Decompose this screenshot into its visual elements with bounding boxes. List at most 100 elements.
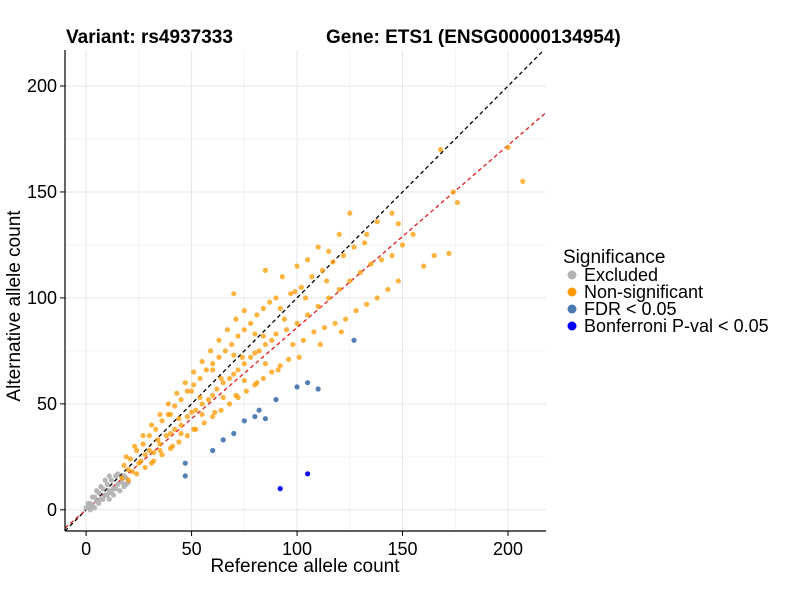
legend-label-bonferroni: Bonferroni P-val < 0.05: [584, 316, 769, 336]
point-non-significant: [157, 441, 163, 447]
point-non-significant: [353, 308, 359, 314]
point-non-significant: [277, 363, 283, 369]
point-excluded: [89, 494, 96, 500]
point-non-significant: [146, 433, 152, 439]
legend-label-non-significant: Non-significant: [584, 282, 703, 302]
point-non-significant: [269, 369, 275, 375]
legend-label-excluded: Excluded: [584, 265, 658, 285]
point-non-significant: [330, 259, 336, 265]
point-non-significant: [294, 263, 300, 269]
point-non-significant: [148, 460, 155, 466]
point-non-significant: [191, 426, 197, 432]
x-tick-label: 150: [388, 539, 418, 559]
point-non-significant: [231, 352, 237, 358]
point-non-significant: [389, 210, 395, 216]
point-fdr-0-05: [262, 416, 269, 422]
y-tick-label: 150: [27, 182, 57, 202]
point-excluded: [102, 477, 108, 483]
point-non-significant: [248, 320, 254, 326]
point-non-significant: [336, 286, 342, 293]
point-non-significant: [241, 308, 247, 314]
point-non-significant: [241, 361, 247, 367]
point-non-significant: [191, 382, 197, 388]
point-non-significant: [389, 252, 395, 259]
point-excluded: [113, 486, 119, 492]
point-non-significant: [226, 401, 233, 407]
point-non-significant: [216, 354, 222, 360]
point-non-significant: [157, 411, 163, 418]
point-non-significant: [207, 348, 214, 354]
point-non-significant: [446, 250, 452, 257]
point-excluded: [83, 505, 89, 511]
point-non-significant: [199, 358, 205, 365]
point-non-significant: [260, 375, 266, 382]
legend-key-non-significant: [567, 287, 577, 297]
point-non-significant: [119, 475, 125, 481]
point-non-significant: [520, 178, 526, 184]
point-non-significant: [222, 348, 228, 354]
point-non-significant: [378, 257, 385, 263]
point-non-significant: [229, 341, 235, 348]
point-fdr-0-05: [220, 437, 226, 443]
point-non-significant: [374, 219, 380, 225]
point-non-significant: [197, 394, 203, 401]
point-non-significant: [279, 274, 285, 280]
point-non-significant: [235, 333, 241, 339]
point-non-significant: [134, 447, 140, 454]
point-excluded: [123, 481, 129, 487]
y-tick-label: 200: [27, 76, 57, 96]
y-tick-label: 100: [27, 288, 57, 308]
point-non-significant: [212, 409, 218, 415]
point-non-significant: [395, 278, 401, 284]
point-non-significant: [184, 388, 190, 394]
point-non-significant: [336, 231, 342, 237]
point-non-significant: [142, 464, 148, 471]
point-non-significant: [132, 443, 138, 449]
point-fdr-0-05: [305, 380, 311, 386]
y-tick-label: 0: [47, 500, 57, 520]
point-non-significant: [197, 375, 203, 382]
point-fdr-0-05: [182, 473, 188, 479]
point-bonferroni-p-val-0-05: [305, 471, 311, 477]
point-fdr-0-05: [294, 384, 300, 390]
point-excluded: [100, 496, 106, 502]
point-non-significant: [338, 329, 344, 335]
point-non-significant: [163, 433, 169, 439]
point-excluded: [85, 500, 91, 507]
legend-key-excluded: [567, 270, 577, 280]
y-tick-label: 50: [37, 394, 57, 414]
point-non-significant: [241, 327, 247, 333]
point-non-significant: [241, 377, 247, 384]
point-non-significant: [395, 221, 401, 227]
point-excluded: [115, 481, 121, 487]
point-non-significant: [340, 252, 347, 259]
point-non-significant: [262, 361, 269, 367]
point-non-significant: [326, 295, 332, 301]
point-fdr-0-05: [182, 460, 188, 466]
point-non-significant: [184, 413, 190, 420]
point-non-significant: [220, 380, 226, 386]
point-non-significant: [188, 409, 195, 415]
point-non-significant: [184, 433, 190, 439]
point-non-significant: [262, 341, 269, 348]
point-non-significant: [188, 388, 195, 394]
point-non-significant: [342, 316, 349, 322]
point-fdr-0-05: [210, 447, 216, 454]
point-excluded: [119, 479, 125, 485]
point-non-significant: [260, 333, 266, 339]
point-non-significant: [167, 430, 174, 437]
point-fdr-0-05: [315, 386, 321, 392]
point-non-significant: [260, 305, 266, 312]
point-non-significant: [199, 411, 205, 418]
point-non-significant: [205, 397, 212, 403]
title-variant: Variant: rs4937333: [66, 27, 233, 48]
point-non-significant: [421, 263, 427, 269]
point-non-significant: [138, 458, 144, 464]
y-axis-label: Alternative allele count: [4, 210, 25, 402]
point-excluded: [108, 477, 115, 483]
point-non-significant: [153, 426, 159, 432]
point-non-significant: [277, 305, 283, 312]
point-excluded: [117, 488, 123, 494]
reference-line-fitted: [64, 112, 547, 529]
